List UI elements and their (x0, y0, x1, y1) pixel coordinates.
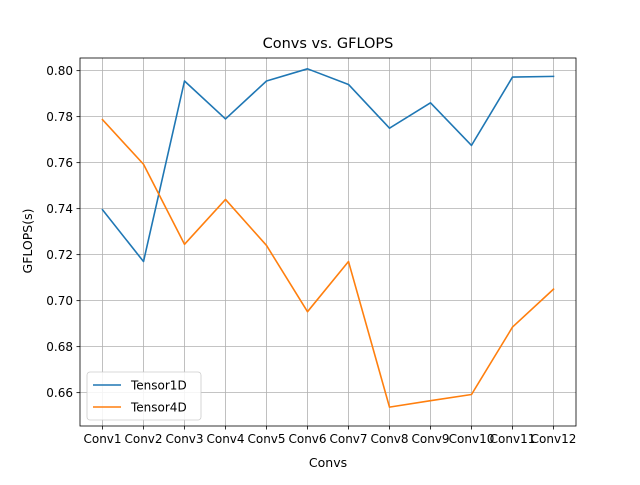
y-axis-label: GFLOPS(s) (20, 209, 35, 274)
x-tick-label: Conv5 (247, 432, 285, 446)
chart-title: Convs vs. GFLOPS (263, 36, 394, 52)
legend-label: Tensor1D (130, 378, 187, 392)
legend-label: Tensor4D (130, 400, 187, 414)
x-tick-label: Conv11 (490, 432, 536, 446)
y-tick-label: 0.76 (46, 156, 73, 170)
x-tick-label: Conv6 (288, 432, 326, 446)
x-tick-label: Conv7 (329, 432, 367, 446)
x-tick-label: Conv4 (206, 432, 244, 446)
y-tick-label: 0.70 (46, 294, 73, 308)
plot-frame (80, 58, 576, 426)
y-tick-label: 0.66 (46, 386, 73, 400)
x-tick-label: Conv2 (124, 432, 162, 446)
y-tick-label: 0.68 (46, 340, 73, 354)
y-tick-label: 0.72 (46, 248, 73, 262)
x-tick-label: Conv9 (411, 432, 449, 446)
y-tick-label: 0.74 (46, 202, 73, 216)
x-tick-label: Conv3 (165, 432, 203, 446)
gridlines (80, 58, 576, 426)
series-line-tensor1d (103, 69, 554, 262)
series-lines (103, 69, 554, 407)
x-tick-label: Conv8 (370, 432, 408, 446)
x-axis-label: Convs (309, 455, 347, 470)
legend: Tensor1D Tensor4D (87, 372, 201, 420)
x-tick-label: Conv12 (531, 432, 577, 446)
y-tick-label: 0.78 (46, 110, 73, 124)
x-tick-label: Conv10 (449, 432, 495, 446)
x-tick-label: Conv1 (83, 432, 121, 446)
y-tick-label: 0.80 (46, 64, 73, 78)
